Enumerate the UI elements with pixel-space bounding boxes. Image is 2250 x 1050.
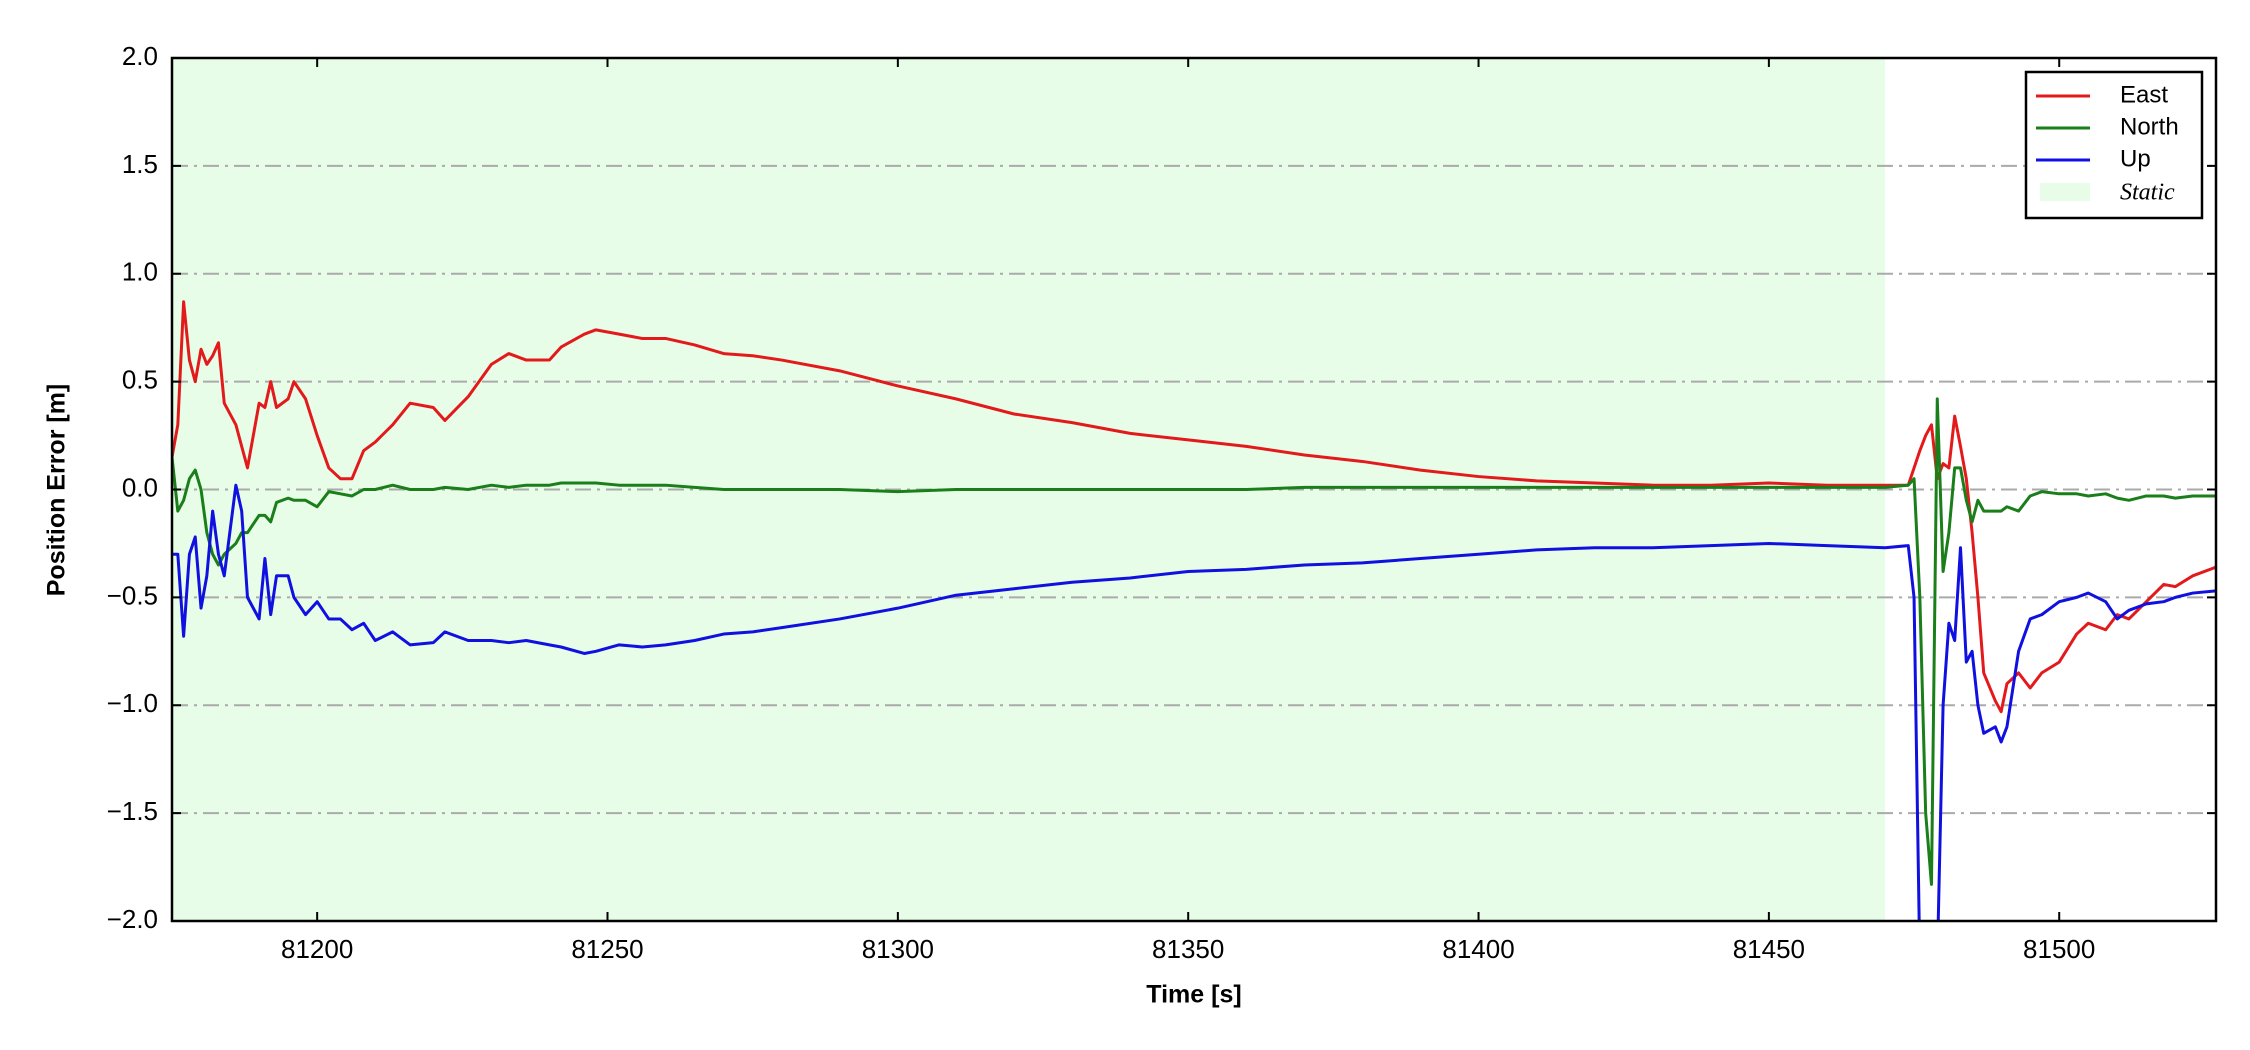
y-tick-label: 1.5: [122, 149, 158, 179]
series-line: [172, 483, 2216, 921]
legend-label: North: [2120, 113, 2179, 140]
y-tick-label: −1.0: [107, 688, 158, 718]
y-tick-label: 0.0: [122, 472, 158, 502]
tick-layer: 2.0 1.5 1.0 0.5 0.0 −0.5 −1.0 −1.5 −2.0 81200 8125…: [107, 41, 2216, 964]
x-tick-label: 81300: [862, 934, 934, 964]
line-layer: [172, 300, 2216, 921]
x-axis-label: Time [s]: [1146, 981, 1241, 1009]
y-tick-label: 1.0: [122, 257, 158, 287]
y-axis-label: Position Error [m]: [43, 384, 71, 597]
y-tick-label: −0.5: [107, 580, 158, 610]
y-tick-label: −1.5: [107, 796, 158, 826]
x-tick-label: 81450: [1733, 934, 1805, 964]
x-tick-label: 81400: [1442, 934, 1514, 964]
series-line: [172, 397, 2216, 886]
legend-swatch: [2040, 183, 2090, 201]
x-tick-label: 81500: [2023, 934, 2095, 964]
x-tick-label: 81200: [281, 934, 353, 964]
legend: East North Up Static: [2024, 70, 2204, 220]
y-tick-label: −2.0: [107, 904, 158, 934]
x-tick-label: 81350: [1152, 934, 1224, 964]
x-tick-label: 81250: [571, 934, 643, 964]
y-tick-label: 0.5: [122, 365, 158, 395]
legend-label: East: [2120, 81, 2168, 108]
legend-label: Up: [2120, 145, 2151, 172]
y-tick-label: 2.0: [122, 41, 158, 71]
series-line: [172, 300, 2216, 714]
legend-label: Static: [2120, 180, 2175, 206]
